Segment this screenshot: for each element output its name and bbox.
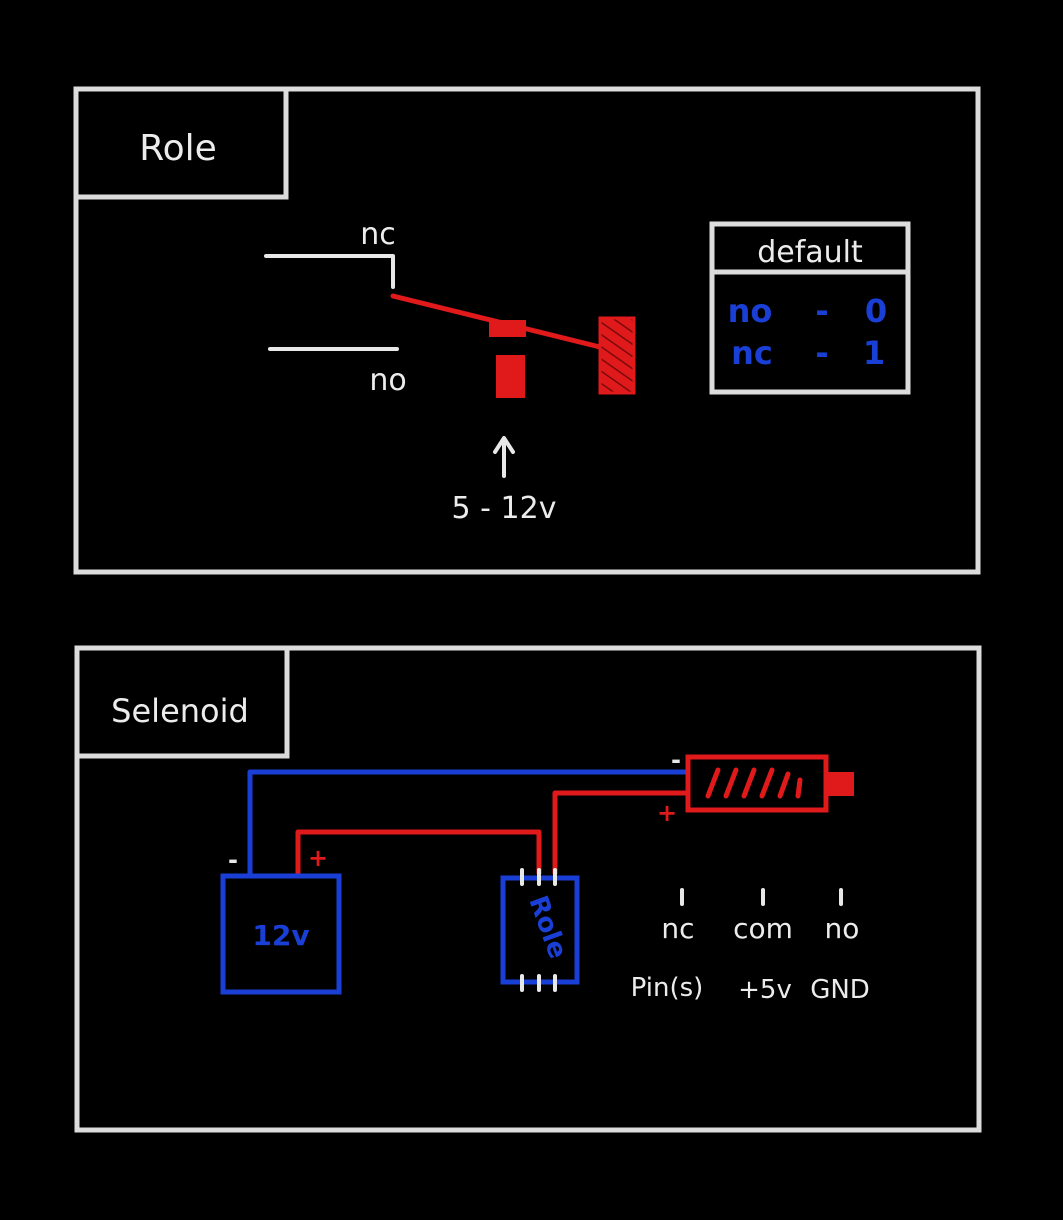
nc-contact-line — [264, 254, 395, 289]
default-row-0-dash: - — [815, 292, 828, 330]
solenoid-minus-label: - — [671, 746, 681, 774]
wires — [247, 769, 688, 874]
solenoid-coil-marks — [705, 767, 803, 799]
relay-panel: Role nc no 5 - 12v default — [73, 86, 981, 575]
relay-chip-pins — [520, 868, 557, 992]
solenoid-plus-label: + — [657, 799, 677, 827]
battery-label: 12v — [252, 919, 309, 952]
pin-top-nc: nc — [661, 912, 694, 945]
voltage-label: 5 - 12v — [452, 491, 557, 526]
pin-ticks — [680, 888, 843, 906]
pin-top-com: com — [733, 912, 793, 945]
battery-box — [220, 873, 342, 995]
solenoid-plunger — [826, 772, 854, 796]
negative-wire — [247, 769, 688, 874]
default-row-1-dash: - — [815, 334, 828, 372]
default-row-0-value: 0 — [865, 292, 887, 330]
pin-bottom-5v: +5v — [738, 975, 792, 1005]
relay-chip-label: Role — [522, 892, 572, 963]
no-label: no — [369, 363, 406, 398]
default-table: default no - 0 nc - 1 — [709, 221, 911, 395]
pin-top-no: no — [825, 912, 860, 945]
armature-contact-pad — [489, 320, 526, 337]
pin-bottom-pins: Pin(s) — [631, 973, 704, 1003]
arrow-head-icon — [493, 436, 515, 454]
default-row-1-name: nc — [731, 334, 773, 372]
battery-plus-label: + — [308, 844, 328, 872]
relay-pin-legend: nc com no Pin(s) +5v GND — [631, 888, 870, 1005]
solenoid-body — [685, 754, 829, 813]
no-contact: no — [268, 347, 407, 398]
nc-contact: nc — [264, 217, 396, 289]
battery-minus-label: - — [228, 846, 238, 874]
solenoid-panel-frame — [74, 645, 982, 1133]
solenoid-title: Selenoid — [111, 692, 249, 730]
relay-chip: Role — [500, 868, 580, 992]
positive-wire-battery-relay — [295, 829, 542, 874]
relay-armature — [390, 293, 636, 398]
default-row-1-value: 1 — [863, 334, 885, 372]
solenoid-panel: Selenoid 12v - + Role — [74, 645, 982, 1133]
battery-12v: 12v - + — [220, 844, 342, 995]
relay-coil — [496, 355, 525, 398]
default-row-0-name: no — [728, 292, 773, 330]
pin-bottom-gnd: GND — [810, 975, 870, 1005]
solenoid-actuator: - + — [657, 746, 854, 827]
armature-pivot-block — [598, 316, 636, 395]
solenoid-title-box — [74, 645, 290, 759]
default-table-header: default — [757, 235, 863, 270]
relay-title-box — [73, 86, 289, 200]
positive-wire-relay-solenoid — [552, 790, 688, 874]
relay-panel-frame — [73, 86, 981, 575]
nc-label: nc — [360, 217, 396, 252]
relay-title: Role — [139, 128, 217, 169]
voltage-indicator: 5 - 12v — [452, 436, 557, 526]
default-table-frame — [709, 221, 911, 395]
